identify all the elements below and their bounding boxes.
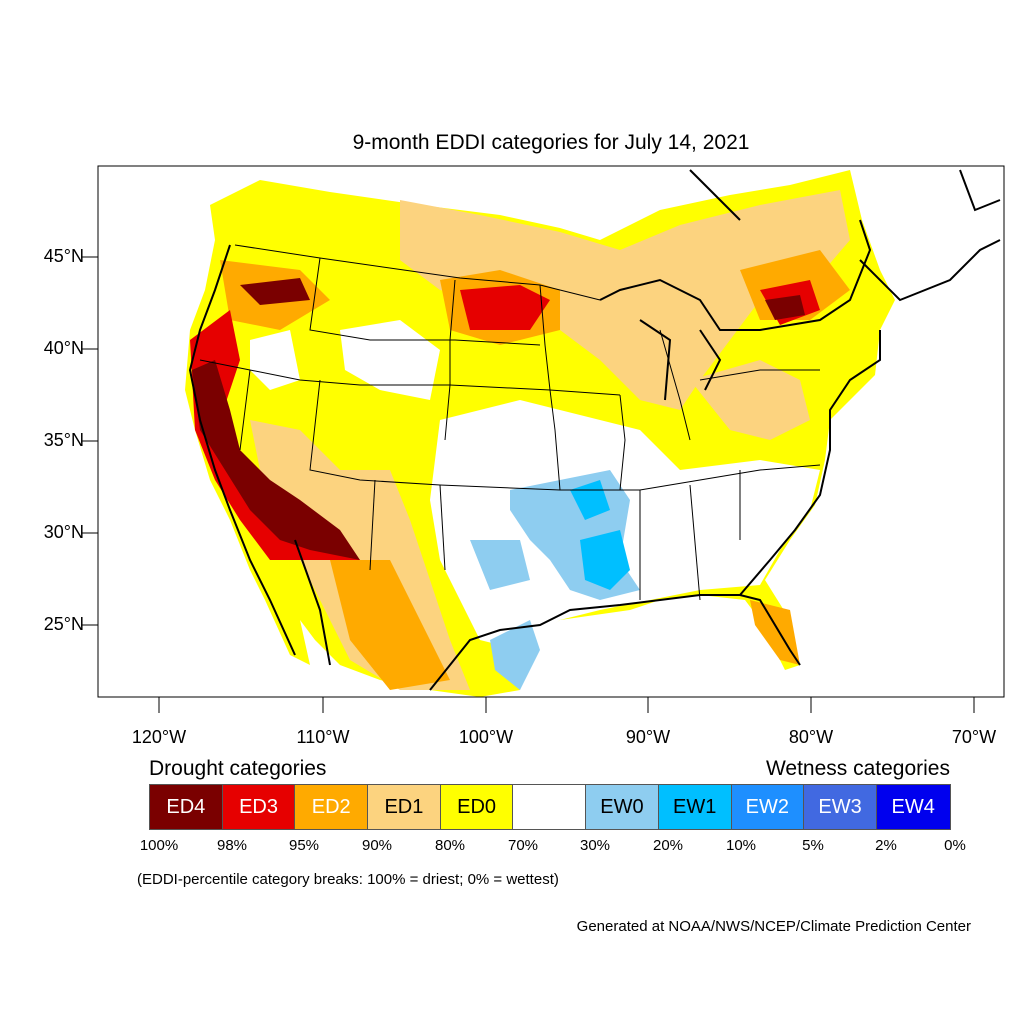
percentile-label: 10% — [725, 837, 757, 854]
legend-cell-ew0: EW0 — [586, 785, 659, 829]
lat-label: 30°N — [43, 522, 84, 542]
lat-label: 25°N — [43, 614, 84, 634]
legend-cell-ed3: ED3 — [222, 785, 296, 829]
legend-cell-normal — [513, 785, 587, 829]
percentile-label: 20% — [652, 837, 684, 854]
category-breaks-note: (EDDI-percentile category breaks: 100% =… — [137, 871, 559, 888]
legend-cell-ew4: EW4 — [876, 785, 950, 829]
ed4-region — [240, 278, 310, 305]
ed3-region — [190, 310, 360, 560]
ed1-region — [690, 360, 810, 440]
lat-label: 40°N — [43, 338, 84, 358]
legend-cell-ed4: ED4 — [150, 785, 223, 829]
ew1-region — [580, 530, 630, 590]
ed1-region — [400, 190, 850, 410]
map-fill-layer — [185, 170, 895, 697]
legend-cell-ed1: ED1 — [368, 785, 441, 829]
legend-cell-ed0: ED0 — [440, 785, 514, 829]
ew0-region — [490, 620, 540, 690]
percentile-label: 30% — [579, 837, 611, 854]
legend-cell-ew2: EW2 — [731, 785, 805, 829]
ew0-region — [470, 540, 530, 590]
percentile-label: 90% — [361, 837, 393, 854]
lon-label: 70°W — [951, 727, 997, 747]
percentile-label: 100% — [139, 837, 179, 854]
ed2-region — [330, 560, 450, 690]
lon-label: 100°W — [458, 727, 514, 747]
lat-ticks — [82, 256, 98, 626]
ed2-region — [750, 600, 800, 665]
lon-label: 120°W — [131, 727, 187, 747]
lat-label: 35°N — [43, 430, 84, 450]
lon-ticks — [158, 697, 975, 713]
map-title: 9-month EDDI categories for July 14, 202… — [352, 131, 750, 154]
percentile-label: 98% — [216, 837, 248, 854]
legend-cell-ed2: ED2 — [295, 785, 369, 829]
normal-region — [250, 330, 300, 390]
percentile-label: 0% — [944, 837, 966, 854]
ed4-region — [765, 295, 805, 320]
drought-heading: Drought categories — [149, 757, 327, 780]
lon-label: 90°W — [625, 727, 671, 747]
legend-bar: ED4 ED3 ED2 ED1 ED0 EW0 EW1 EW2 EW3 EW4 — [149, 784, 951, 830]
percentile-label: 2% — [875, 837, 897, 854]
map-border — [97, 165, 1005, 698]
ed3-region — [460, 285, 550, 330]
lon-label: 110°W — [296, 727, 350, 747]
wetness-heading: Wetness categories — [765, 757, 950, 780]
percentile-label: 70% — [507, 837, 539, 854]
credit-line: Generated at NOAA/NWS/NCEP/Climate Predi… — [576, 918, 971, 935]
percentile-label: 5% — [802, 837, 824, 854]
legend-cell-ew3: EW3 — [804, 785, 877, 829]
percentile-label: 95% — [288, 837, 320, 854]
ed4-region — [192, 360, 360, 560]
state-boundaries — [199, 244, 821, 601]
lat-label: 45°N — [43, 246, 84, 266]
percentile-label: 80% — [434, 837, 466, 854]
coastlines — [188, 169, 1001, 691]
legend-cell-ew1: EW1 — [658, 785, 732, 829]
lon-label: 80°W — [788, 727, 834, 747]
